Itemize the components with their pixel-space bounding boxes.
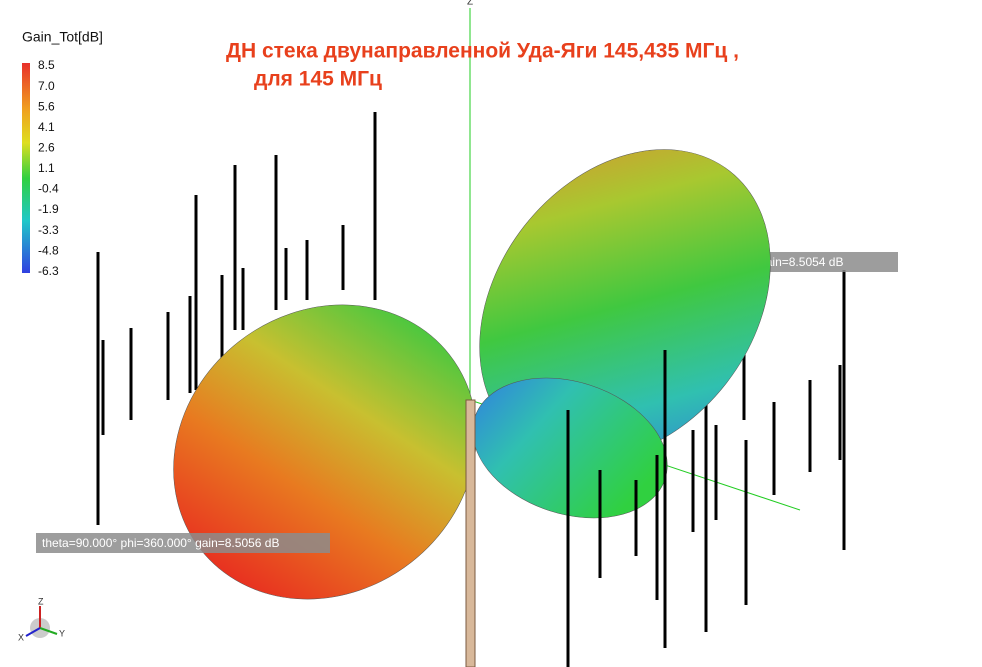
- legend-title: Gain_Tot[dB]: [22, 29, 103, 45]
- title: ДН стека двунаправленной Уда-Яги 145,435…: [226, 40, 739, 63]
- legend-tick-label: 5.6: [38, 99, 55, 113]
- legend-ticks: 8.5 7.0 5.6 4.1 2.6 1.1 -0.4 -1.9 -3.3 -4.8 -6.3: [38, 58, 59, 278]
- triad-label: Z: [38, 596, 44, 606]
- annotation: theta=90.000° phi=360.000° gain=8.5056 d…: [42, 536, 279, 550]
- legend-tick-label: -1.9: [38, 202, 59, 216]
- antenna-elements-front: [566, 350, 748, 667]
- legend-tick-label: 2.6: [38, 140, 55, 154]
- triad-label: X: [18, 632, 24, 642]
- legend-tick-label: 4.1: [38, 120, 55, 134]
- color-bar: [22, 63, 30, 273]
- mast: [465, 399, 476, 667]
- legend-tick-label: -4.8: [38, 243, 59, 257]
- title: для 145 МГц: [254, 68, 382, 91]
- axis-triad: Z Y X: [18, 596, 65, 642]
- legend-tick-label: 7.0: [38, 79, 55, 93]
- axis-label: Z: [467, 0, 473, 8]
- legend-tick-label: -0.4: [38, 182, 59, 196]
- annotation-box: [36, 533, 330, 553]
- legend-tick-label: 8.5: [38, 58, 55, 72]
- legend-tick-label: 1.1: [38, 161, 55, 175]
- triad-label: Y: [59, 628, 65, 638]
- legend-tick-label: -6.3: [38, 264, 59, 278]
- legend-tick-label: -3.3: [38, 223, 59, 237]
